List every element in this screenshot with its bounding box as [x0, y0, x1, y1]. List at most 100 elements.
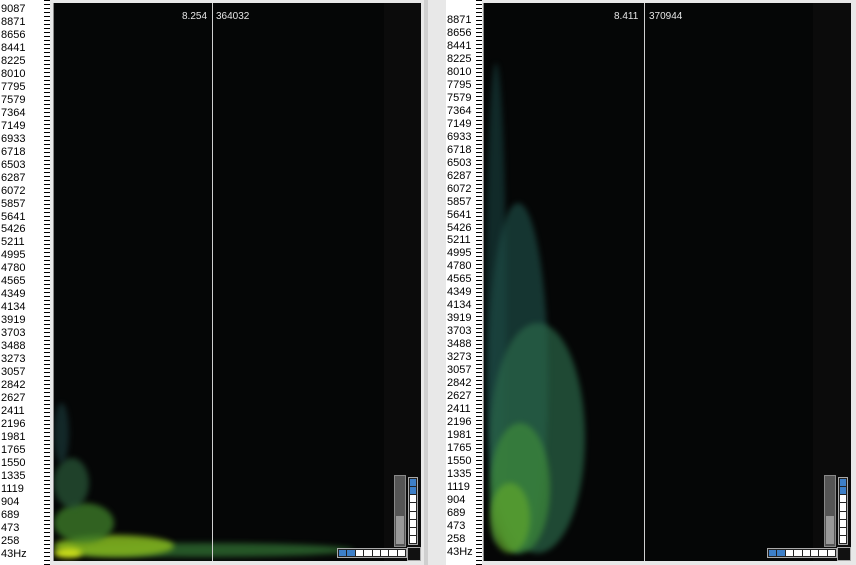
frequency-axis-left: 9087 8871 8656 8441 8225 8010 7795 7579 7364 7149…	[0, 0, 50, 565]
spectrogram-view-right[interactable]: 8.411 370944	[483, 3, 814, 561]
frequency-label: 3488	[1, 340, 26, 353]
frequency-label: 3919	[447, 312, 472, 325]
frequency-label: 8441	[1, 41, 26, 54]
frequency-label: 7795	[447, 78, 472, 91]
frequency-label: 2627	[447, 390, 472, 403]
horizontal-zoom-meter-left[interactable]	[337, 548, 407, 558]
frequency-label: 5426	[447, 221, 472, 234]
frequency-label: 3703	[1, 327, 26, 340]
energy-region	[490, 483, 530, 553]
scroll-thumb-right[interactable]	[826, 516, 834, 544]
frequency-label: 8871	[1, 15, 26, 28]
frequency-label: 7579	[447, 91, 472, 104]
playback-cursor-right[interactable]	[644, 3, 645, 561]
cursor-time-left: 8.254	[182, 11, 208, 22]
frequency-label: 1981	[1, 431, 26, 443]
cursor-sample-left: 364032	[216, 11, 250, 22]
frequency-label: 9087	[1, 3, 26, 15]
vertical-zoom-meter-left[interactable]	[408, 477, 418, 545]
horizontal-zoom-meter-right[interactable]	[767, 548, 837, 558]
frequency-label: 43Hz	[1, 547, 27, 560]
frequency-label: 3919	[1, 314, 26, 327]
frequency-label: 5857	[447, 195, 472, 208]
vertical-scrollbar-right[interactable]	[824, 475, 836, 547]
frequency-label: 6503	[1, 158, 26, 171]
energy-region	[54, 403, 69, 463]
frequency-label: 4780	[447, 260, 472, 273]
frequency-label: 8225	[447, 52, 472, 65]
frequency-label: 5211	[1, 236, 25, 249]
spectrogram-view-left[interactable]: 8.254 364032	[53, 3, 385, 561]
frequency-label: 8010	[1, 67, 26, 80]
frequency-label: 6718	[1, 145, 26, 158]
vertical-zoom-meter-right[interactable]	[838, 477, 848, 545]
corner-button-right[interactable]	[837, 547, 851, 561]
frequency-label: 2411	[447, 403, 471, 416]
frequency-label: 4134	[447, 299, 472, 312]
frequency-label: 2196	[447, 416, 472, 429]
playback-cursor-left[interactable]	[212, 3, 213, 561]
frequency-label: 2411	[1, 405, 25, 418]
frequency-label: 689	[1, 508, 20, 521]
frequency-label: 258	[447, 532, 466, 545]
frequency-label: 7149	[1, 119, 26, 132]
frequency-label: 3057	[447, 364, 472, 377]
frequency-label: 2196	[1, 418, 26, 431]
frequency-label: 7364	[1, 106, 26, 119]
frequency-label: 4565	[1, 275, 26, 288]
frequency-label: 6718	[447, 143, 472, 156]
frequency-label: 8656	[1, 28, 26, 41]
frequency-label: 2842	[1, 379, 26, 392]
frequency-label: 1119	[447, 480, 470, 493]
frequency-label: 8225	[1, 54, 26, 67]
frequency-label: 8871	[447, 14, 472, 26]
vertical-scrollbar-left[interactable]	[394, 475, 406, 547]
spectrogram-panel-right: 8871 8656 8441 8225 8010 7795 7579 7364 7149 6933…	[428, 0, 856, 565]
frequency-label: 7795	[1, 80, 26, 93]
frequency-label: 689	[447, 506, 466, 519]
frequency-label: 1765	[1, 443, 26, 456]
level-sidebar-left	[384, 3, 421, 561]
frequency-label: 258	[1, 534, 20, 547]
frequency-label: 7149	[447, 117, 472, 130]
frequency-label: 5426	[1, 223, 26, 236]
frequency-label: 43Hz	[447, 545, 473, 558]
frequency-label: 4134	[1, 301, 26, 314]
axis-ticks-right	[476, 0, 482, 565]
frequency-label: 904	[447, 493, 466, 506]
frequency-label: 1335	[1, 469, 26, 482]
frequency-label: 1335	[447, 467, 472, 480]
frequency-label: 1765	[447, 442, 472, 454]
frequency-label: 1981	[447, 429, 472, 442]
frequency-label: 7579	[1, 93, 26, 106]
frequency-label: 6287	[447, 169, 472, 182]
energy-region	[54, 503, 114, 543]
frequency-label: 904	[1, 495, 20, 508]
frequency-label: 4780	[1, 262, 26, 275]
frequency-label: 6503	[447, 156, 472, 169]
corner-button-left[interactable]	[407, 547, 421, 561]
cursor-time-right: 8.411	[614, 11, 639, 22]
frequency-label: 5641	[447, 208, 472, 221]
scroll-thumb-left[interactable]	[396, 516, 404, 544]
frequency-label: 7364	[447, 104, 472, 117]
axis-ticks-left	[44, 0, 50, 565]
frequency-label: 8656	[447, 26, 472, 39]
frequency-label: 4995	[447, 247, 472, 260]
frequency-label: 6072	[1, 184, 26, 197]
frequency-label: 2627	[1, 392, 26, 405]
frequency-label: 8010	[447, 65, 472, 78]
frequency-label: 3488	[447, 338, 472, 351]
panel-divider[interactable]	[424, 0, 428, 565]
frequency-label: 4995	[1, 249, 26, 262]
frequency-label: 3273	[1, 353, 26, 366]
frequency-label: 3703	[447, 325, 472, 338]
frequency-label: 5857	[1, 197, 26, 210]
spectrogram-panel-left: 9087 8871 8656 8441 8225 8010 7795 7579 7364 7149…	[0, 0, 424, 565]
frequency-label: 2842	[447, 377, 472, 390]
frequency-label: 3057	[1, 366, 26, 379]
frequency-label: 6933	[447, 130, 472, 143]
energy-region	[54, 458, 89, 508]
frequency-label: 6287	[1, 171, 26, 184]
level-sidebar-right	[813, 3, 851, 561]
